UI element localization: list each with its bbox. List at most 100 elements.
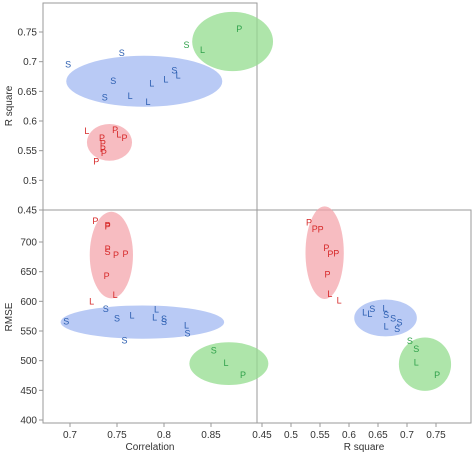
point-label-l-panel-0-15: L bbox=[116, 130, 121, 140]
point-label-s-panel-1-19: S bbox=[184, 328, 190, 338]
point-label-s-panel-1-12: S bbox=[114, 314, 120, 324]
point-label-p-panel-1-5: P bbox=[122, 249, 128, 259]
point-label-l-panel-1-14: L bbox=[154, 305, 159, 315]
point-label-p-panel-2-2: P bbox=[318, 225, 324, 235]
point-label-l-panel-1-9: L bbox=[89, 296, 94, 306]
point-label-s-panel-0-4: S bbox=[65, 60, 71, 70]
point-label-s-panel-1-21: S bbox=[211, 346, 217, 356]
point-label-s-panel-1-17: S bbox=[161, 317, 167, 327]
point-label-l-panel-0-10: L bbox=[128, 91, 133, 101]
x-axis-title-r-square: R square bbox=[344, 442, 385, 453]
group-ellipse-s-panel-2 bbox=[354, 299, 417, 337]
x-axis-correlation-tick-label-2: 0.8 bbox=[157, 430, 171, 441]
group-ellipse-l-panel-0 bbox=[86, 123, 133, 161]
point-label-l-panel-0-13: L bbox=[84, 126, 89, 136]
x-axis-r-square-tick-label-0: 0.45 bbox=[252, 430, 272, 441]
group-ellipse-p-panel-2 bbox=[305, 206, 344, 299]
point-label-p-panel-2-6: P bbox=[325, 270, 331, 280]
group-ellipse-green-panel-1 bbox=[189, 342, 269, 385]
point-label-s-panel-1-11: S bbox=[63, 317, 69, 327]
point-label-p-panel-2-21: P bbox=[434, 370, 440, 380]
point-label-l-panel-2-16: L bbox=[384, 321, 389, 331]
y-axis-r-square-tick-label-2: 0.55 bbox=[18, 146, 38, 157]
point-label-l-panel-1-18: L bbox=[184, 321, 189, 331]
point-label-p-panel-1-2: P bbox=[105, 222, 111, 232]
point-label-s-panel-1-16: S bbox=[161, 314, 167, 324]
point-label-s-panel-0-3: S bbox=[119, 48, 125, 58]
x-axis-r-square-tick-label-5: 0.7 bbox=[400, 430, 414, 441]
x-axis-r-square-tick-label-3: 0.6 bbox=[342, 430, 356, 441]
point-label-s-panel-1-20: S bbox=[122, 335, 128, 345]
y-axis-title-r-square: R square bbox=[4, 85, 15, 126]
point-label-p-panel-0-21: P bbox=[93, 156, 99, 166]
x-axis-correlation-tick-label-0: 0.7 bbox=[63, 430, 77, 441]
point-label-l-panel-1-15: L bbox=[152, 312, 157, 322]
point-label-p-panel-1-4: P bbox=[113, 250, 119, 260]
point-label-l-panel-1-13: L bbox=[130, 311, 135, 321]
point-label-p-panel-1-0: P bbox=[92, 216, 98, 226]
point-label-l-panel-0-7: L bbox=[163, 74, 168, 84]
point-label-l-panel-0-6: L bbox=[176, 70, 181, 80]
y-axis-rmse-tick-label-4: 600 bbox=[20, 297, 37, 308]
point-label-l-panel-0-12: L bbox=[146, 97, 151, 107]
y-axis-r-square-tick-label-6: 0.75 bbox=[18, 28, 38, 39]
group-ellipse-green-panel-2 bbox=[398, 337, 452, 391]
point-label-l-panel-0-9: L bbox=[149, 79, 154, 89]
group-ellipse-p-panel-1 bbox=[89, 211, 133, 299]
point-label-l-panel-2-20: L bbox=[414, 357, 419, 367]
point-label-p-panel-0-0: P bbox=[236, 24, 242, 34]
point-label-s-panel-2-17: S bbox=[394, 324, 400, 334]
point-label-p-panel-0-18: P bbox=[100, 139, 106, 149]
y-axis-rmse-tick-label-1: 450 bbox=[20, 386, 37, 397]
y-axis-r-square-tick-label-1: 0.5 bbox=[23, 176, 37, 187]
point-label-p-panel-1-7: P bbox=[104, 271, 110, 281]
point-label-l-panel-0-2: L bbox=[200, 45, 205, 55]
panel-bottom-right-frame bbox=[256, 209, 472, 424]
point-label-p-panel-0-14: P bbox=[112, 125, 118, 135]
point-label-p-panel-2-4: P bbox=[327, 249, 333, 259]
group-ellipse-s-panel-0 bbox=[66, 55, 223, 107]
x-axis-correlation-tick-label-1: 0.75 bbox=[107, 430, 127, 441]
point-label-s-panel-1-6: S bbox=[105, 247, 111, 257]
point-label-p-panel-0-16: P bbox=[99, 133, 105, 143]
x-axis-r-square-tick-label-2: 0.55 bbox=[310, 430, 330, 441]
y-axis-title-rmse: RMSE bbox=[4, 302, 15, 331]
point-label-s-panel-2-14: S bbox=[390, 314, 396, 324]
y-axis-rmse-tick-label-0: 400 bbox=[20, 416, 37, 427]
point-label-l-panel-2-12: L bbox=[382, 303, 387, 313]
y-axis-rmse-tick-label-2: 500 bbox=[20, 356, 37, 367]
point-label-p-panel-1-1: P bbox=[105, 220, 111, 230]
ellipse-layer bbox=[60, 11, 452, 391]
x-axis-title-correlation: Correlation bbox=[126, 442, 175, 453]
point-label-p-panel-2-1: P bbox=[312, 224, 318, 234]
point-label-s-panel-0-5: S bbox=[171, 66, 177, 76]
point-label-s-panel-0-11: S bbox=[102, 92, 108, 102]
point-label-s-panel-2-13: S bbox=[383, 310, 389, 320]
y-axis-rmse-tick-label-3: 550 bbox=[20, 327, 37, 338]
axis-layer: 0.45 0.5 0.55 0.6 0.65 0.7 0.75 400 450 500 550 600… bbox=[18, 28, 447, 442]
group-ellipse-green-panel-0 bbox=[192, 11, 274, 72]
x-axis-correlation-tick-label-3: 0.85 bbox=[201, 430, 221, 441]
point-label-p-panel-1-23: P bbox=[240, 370, 246, 380]
point-label-l-panel-1-8: L bbox=[113, 290, 118, 300]
point-label-l-panel-1-22: L bbox=[224, 358, 229, 368]
point-label-s-panel-2-11: S bbox=[369, 304, 375, 314]
x-axis-r-square-tick-label-4: 0.65 bbox=[368, 430, 388, 441]
point-label-p-panel-2-5: P bbox=[333, 248, 339, 258]
point-label-l-panel-2-10: L bbox=[367, 309, 372, 319]
x-axis-r-square-tick-label-1: 0.5 bbox=[284, 430, 298, 441]
group-ellipse-s-panel-1 bbox=[60, 305, 225, 339]
y-axis-r-square-tick-label-0: 0.45 bbox=[18, 206, 38, 217]
point-label-p-panel-0-17: P bbox=[122, 133, 128, 143]
point-label-s-panel-2-15: S bbox=[396, 318, 402, 328]
point-label-s-panel-2-19: S bbox=[413, 344, 419, 354]
point-label-s-panel-2-18: S bbox=[407, 336, 413, 346]
point-label-p-panel-0-20: P bbox=[101, 148, 107, 158]
y-axis-r-square-tick-label-3: 0.6 bbox=[23, 117, 37, 128]
y-axis-r-square-tick-label-4: 0.65 bbox=[18, 87, 38, 98]
point-label-s-panel-1-10: S bbox=[103, 304, 109, 314]
point-label-p-panel-0-19: P bbox=[100, 144, 106, 154]
point-label-l-panel-2-7: L bbox=[327, 289, 332, 299]
